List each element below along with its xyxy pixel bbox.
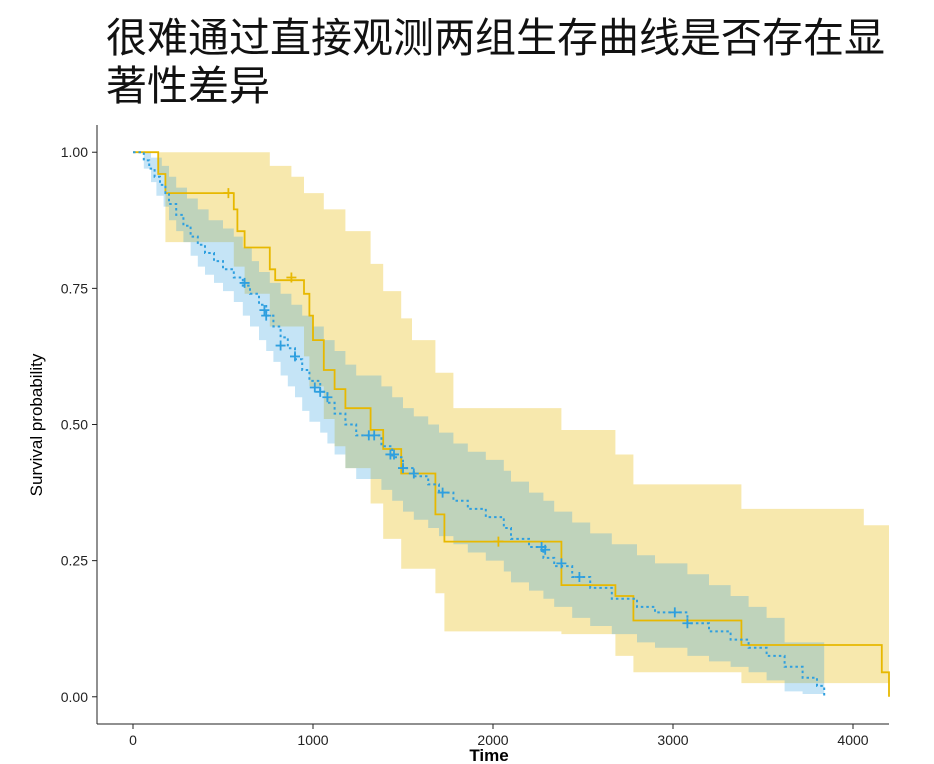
- censor-mark: [398, 463, 408, 474]
- censor-mark: [290, 351, 300, 362]
- censor-mark: [315, 386, 326, 397]
- censor-mark: [322, 392, 333, 403]
- censor-mark: [493, 536, 504, 547]
- censor-mark: [275, 340, 286, 351]
- x-tick-label: 3000: [657, 732, 688, 748]
- confidence-band-1: [133, 152, 825, 695]
- censor-marks: [223, 188, 693, 629]
- censor-mark: [574, 571, 585, 582]
- censor-mark: [309, 382, 320, 393]
- x-axis-title: Time: [469, 746, 508, 764]
- confidence-band-0: [158, 152, 889, 684]
- censor-mark: [389, 449, 399, 460]
- x-tick-label: 0: [129, 732, 137, 748]
- censor-mark: [369, 430, 380, 441]
- survival-curve-0: [133, 151, 890, 697]
- survival-curves: [133, 151, 890, 697]
- censor-mark: [669, 607, 680, 618]
- x-tick-label: 1000: [297, 732, 328, 748]
- y-axis-title: Survival probability: [27, 353, 46, 496]
- page-title: 很难通过直接观测两组生存曲线是否存在显著性差异: [106, 14, 885, 110]
- confidence-bands: [133, 152, 889, 695]
- censor-mark: [556, 558, 567, 569]
- censor-mark: [437, 487, 448, 498]
- y-tick-label: 0.25: [61, 553, 88, 569]
- y-tick-label: 0.50: [61, 417, 88, 433]
- censor-mark: [223, 188, 234, 199]
- y-tick-label: 0.00: [61, 689, 88, 705]
- censor-mark: [540, 544, 551, 555]
- censor-mark: [239, 277, 250, 288]
- censor-mark: [408, 468, 419, 479]
- censor-mark: [286, 272, 297, 283]
- x-tick-label: 4000: [837, 732, 868, 748]
- survival-curve-1: [133, 151, 826, 697]
- axes: 0 1000 2000 3000 4000 0.00 0.25 0.50 0.75 1.00: [61, 125, 889, 748]
- censor-mark: [261, 310, 272, 321]
- censor-mark: [259, 305, 270, 316]
- y-tick-label: 1.00: [61, 144, 88, 160]
- censor-mark: [682, 618, 693, 629]
- x-tick-label: 2000: [477, 732, 508, 748]
- y-tick-label: 0.75: [61, 280, 88, 296]
